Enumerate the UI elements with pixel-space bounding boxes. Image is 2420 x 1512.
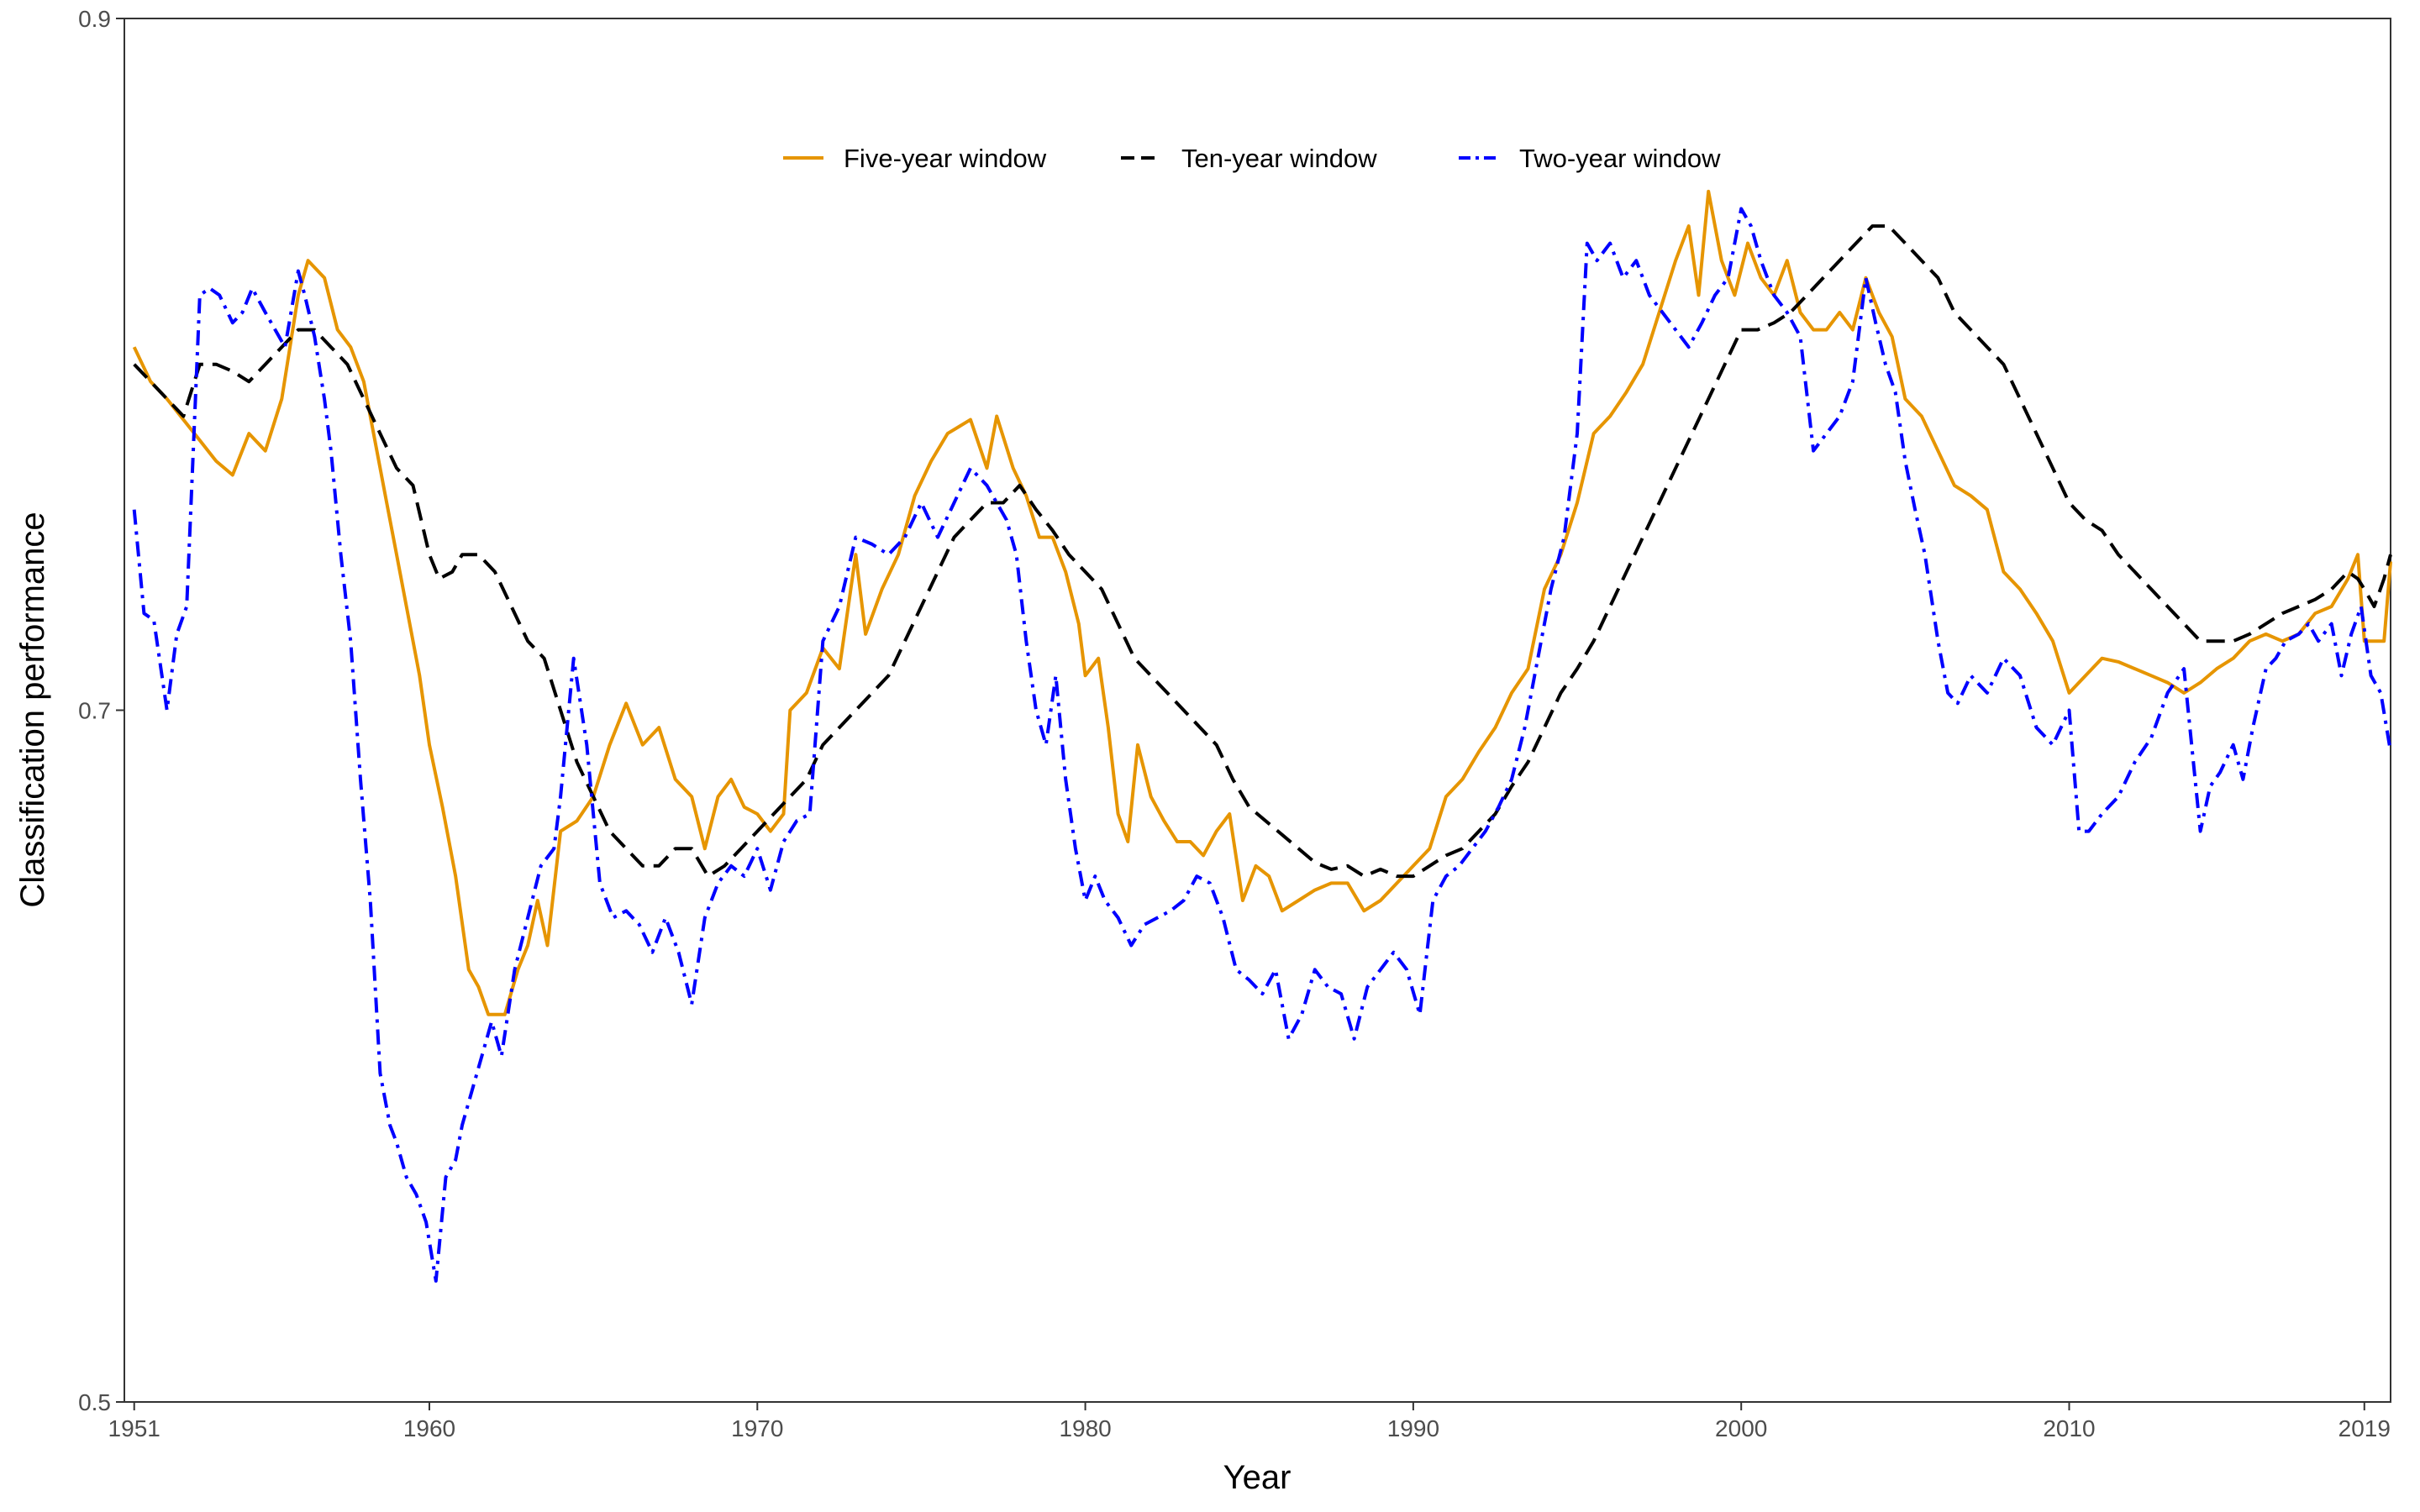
series-layer	[132, 189, 2392, 1283]
x-tick-label: 1960	[403, 1415, 455, 1441]
x-tick-label: 2019	[2338, 1415, 2391, 1441]
x-tick-label: 1980	[1059, 1415, 1111, 1441]
x-tick-label: 1970	[731, 1415, 783, 1441]
x-axis: 1951 1960 1970 1980 1990 2000 2010 2019	[108, 1402, 2391, 1441]
legend-label-3: Two-year window	[1519, 144, 1721, 173]
legend-label-2: Ten-year window	[1181, 144, 1377, 173]
x-tick-label: 1951	[108, 1415, 160, 1441]
x-axis-title: Year	[1223, 1459, 1292, 1496]
x-tick-label: 2010	[2043, 1415, 2095, 1441]
x-tick-label: 2000	[1715, 1415, 1767, 1441]
y-tick-label: 0.7	[78, 698, 111, 724]
series-line-1	[132, 189, 2392, 1016]
y-tick-label: 0.9	[78, 6, 111, 32]
x-tick-label: 1990	[1387, 1415, 1439, 1441]
series-line-2	[133, 224, 2392, 879]
y-axis-title: Classification performance	[14, 512, 51, 907]
y-tick-label: 0.5	[78, 1389, 111, 1415]
plot-panel	[124, 18, 2391, 1403]
y-axis: 0.5 0.7 0.9	[78, 6, 124, 1415]
legend-label-1: Five-year window	[844, 144, 1047, 173]
series-line-3	[132, 207, 2392, 1283]
legend: Five-year window Ten-year window Two-year …	[783, 144, 1721, 173]
